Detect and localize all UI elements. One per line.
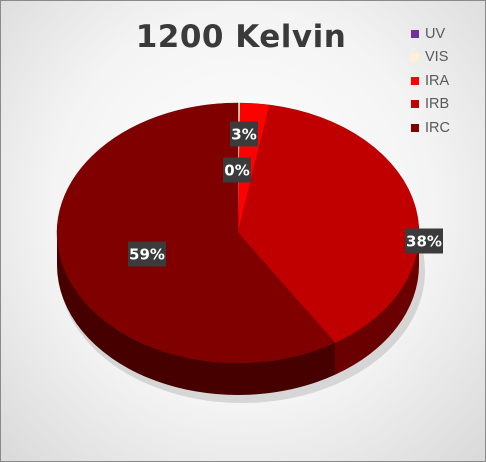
pie-side-irc — [56, 233, 335, 396]
legend-item-irc: IRC — [411, 116, 450, 140]
data-label-text: 59% — [129, 246, 165, 264]
pie-side-irb — [334, 233, 419, 375]
legend: UV VIS IRA IRB IRC — [411, 22, 450, 140]
pie-slice-irb — [237, 104, 420, 344]
legend-label: VIS — [425, 49, 449, 66]
data-label-text: 0% — [224, 162, 249, 180]
legend-item-uv: UV — [411, 22, 450, 46]
legend-label: IRB — [425, 96, 450, 113]
pie-slice-irc — [56, 102, 336, 364]
legend-label: UV — [425, 25, 446, 42]
legend-item-vis: VIS — [411, 46, 450, 70]
chart-title: 1200 Kelvin — [135, 19, 347, 55]
legend-swatch — [411, 76, 419, 85]
legend-item-irb: IRB — [411, 93, 450, 117]
data-label-vis: 0% — [223, 157, 251, 183]
legend-label: IRC — [425, 119, 450, 136]
data-label-text: 38% — [406, 233, 442, 251]
legend-swatch — [411, 29, 419, 38]
legend-swatch — [411, 53, 419, 62]
data-label-ira: 3% — [230, 121, 258, 147]
legend-item-ira: IRA — [411, 69, 450, 93]
data-label-irb: 38% — [405, 228, 443, 254]
data-label-irc: 59% — [128, 241, 166, 267]
legend-swatch — [411, 100, 419, 109]
data-label-text: 3% — [231, 126, 256, 144]
legend-swatch — [411, 123, 419, 132]
legend-label: IRA — [425, 72, 450, 89]
